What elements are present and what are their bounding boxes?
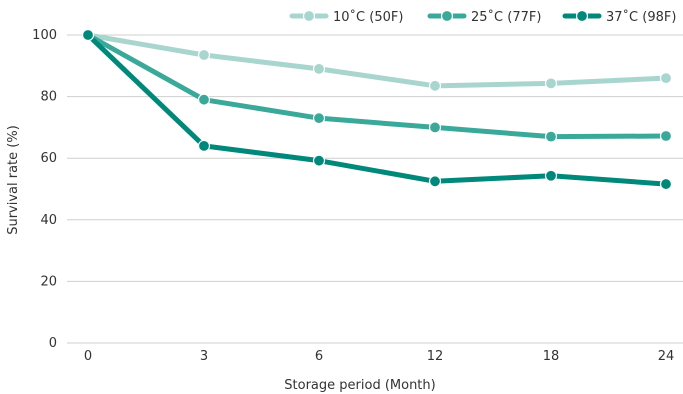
data-point [312,62,326,75]
x-tick-label: 12 [427,349,444,364]
legend-label: 10˚C (50F) [333,9,403,25]
data-point [197,48,211,62]
data-point [428,79,442,92]
data-point [544,77,558,90]
x-tick-label: 3 [200,349,208,364]
legend-swatch-marker [302,9,316,23]
data-point [197,139,211,152]
data-point [81,28,95,42]
legend-item-3: 37˚C (98F) [562,9,676,25]
legend-item-1: 10˚C (50F) [289,9,403,25]
data-point [312,112,326,125]
y-tick-label: 0 [49,336,57,351]
data-point [544,169,558,182]
y-tick-label: 20 [40,274,57,289]
x-axis-title: Storage period (Month) [284,378,435,393]
legend-item-2: 25˚C (77F) [427,9,541,25]
data-point [659,129,673,143]
series-2 [81,28,673,143]
legend-label: 37˚C (98F) [606,9,676,25]
data-point [428,121,442,134]
x-tick-label: 0 [84,349,92,364]
series-line [85,32,669,140]
series-lines [81,28,673,191]
series-3 [81,28,673,191]
data-point [659,177,673,191]
legend-swatch-marker [575,9,589,23]
y-tick-label: 40 [40,213,57,228]
legend-swatch-marker [440,9,454,23]
x-tick-label: 18 [543,349,560,364]
data-point [428,175,442,188]
y-tick-label: 100 [32,28,57,43]
data-point [312,154,326,167]
y-axis-title: Survival rate (%) [6,125,21,235]
series-line [85,32,669,187]
y-axis-ticks: 0 20 40 60 80 100 [32,28,57,351]
series-line [85,32,669,89]
x-tick-label: 24 [658,349,675,364]
legend-label: 25˚C (77F) [471,9,541,25]
x-tick-label: 6 [315,349,323,364]
y-tick-label: 80 [40,90,57,105]
data-point [197,93,211,106]
data-point [659,72,673,85]
legend: 10˚C (50F) 25˚C (77F) 37˚C (98F) [289,9,676,25]
series-1 [81,28,673,92]
x-axis-ticks: 0 3 6 12 18 24 [84,349,674,364]
y-tick-label: 60 [40,151,57,166]
grid-lines [67,34,683,344]
data-point [544,130,558,143]
